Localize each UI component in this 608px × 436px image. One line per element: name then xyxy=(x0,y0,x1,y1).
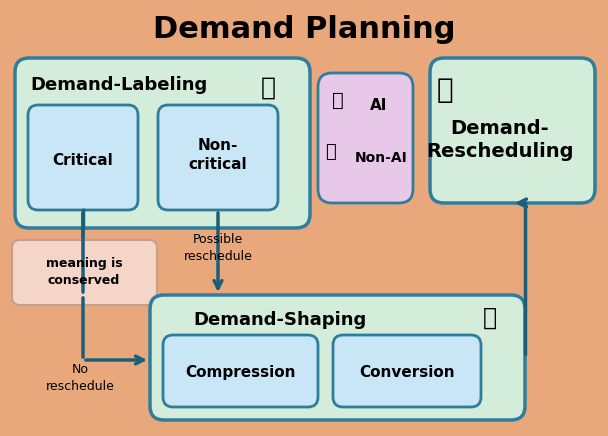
Text: 🤖: 🤖 xyxy=(325,143,336,161)
Text: Demand-
Rescheduling: Demand- Rescheduling xyxy=(426,119,574,161)
Text: Demand Planning: Demand Planning xyxy=(153,16,455,44)
Text: No
reschedule: No reschedule xyxy=(46,363,114,393)
Text: 🤖: 🤖 xyxy=(332,91,344,109)
Text: meaning is
conserved: meaning is conserved xyxy=(46,257,122,287)
Text: AI: AI xyxy=(370,98,387,112)
Text: Non-AI: Non-AI xyxy=(355,151,408,165)
FancyBboxPatch shape xyxy=(430,58,595,203)
Text: Compression: Compression xyxy=(185,364,295,379)
FancyBboxPatch shape xyxy=(318,73,413,203)
FancyBboxPatch shape xyxy=(150,295,525,420)
Text: Demand-Labeling: Demand-Labeling xyxy=(30,76,207,94)
Text: Demand-Shaping: Demand-Shaping xyxy=(193,311,367,329)
FancyBboxPatch shape xyxy=(15,58,310,228)
FancyBboxPatch shape xyxy=(28,105,138,210)
Text: Possible
reschedule: Possible reschedule xyxy=(184,233,252,263)
FancyBboxPatch shape xyxy=(163,335,318,407)
Text: Critical: Critical xyxy=(53,153,113,167)
FancyBboxPatch shape xyxy=(12,240,157,305)
Text: Non-
critical: Non- critical xyxy=(188,138,247,172)
Text: ⛉: ⛉ xyxy=(437,76,454,104)
Text: 🤖: 🤖 xyxy=(260,76,275,100)
FancyBboxPatch shape xyxy=(333,335,481,407)
Text: Conversion: Conversion xyxy=(359,364,455,379)
Text: 🤖: 🤖 xyxy=(483,306,497,330)
FancyBboxPatch shape xyxy=(158,105,278,210)
